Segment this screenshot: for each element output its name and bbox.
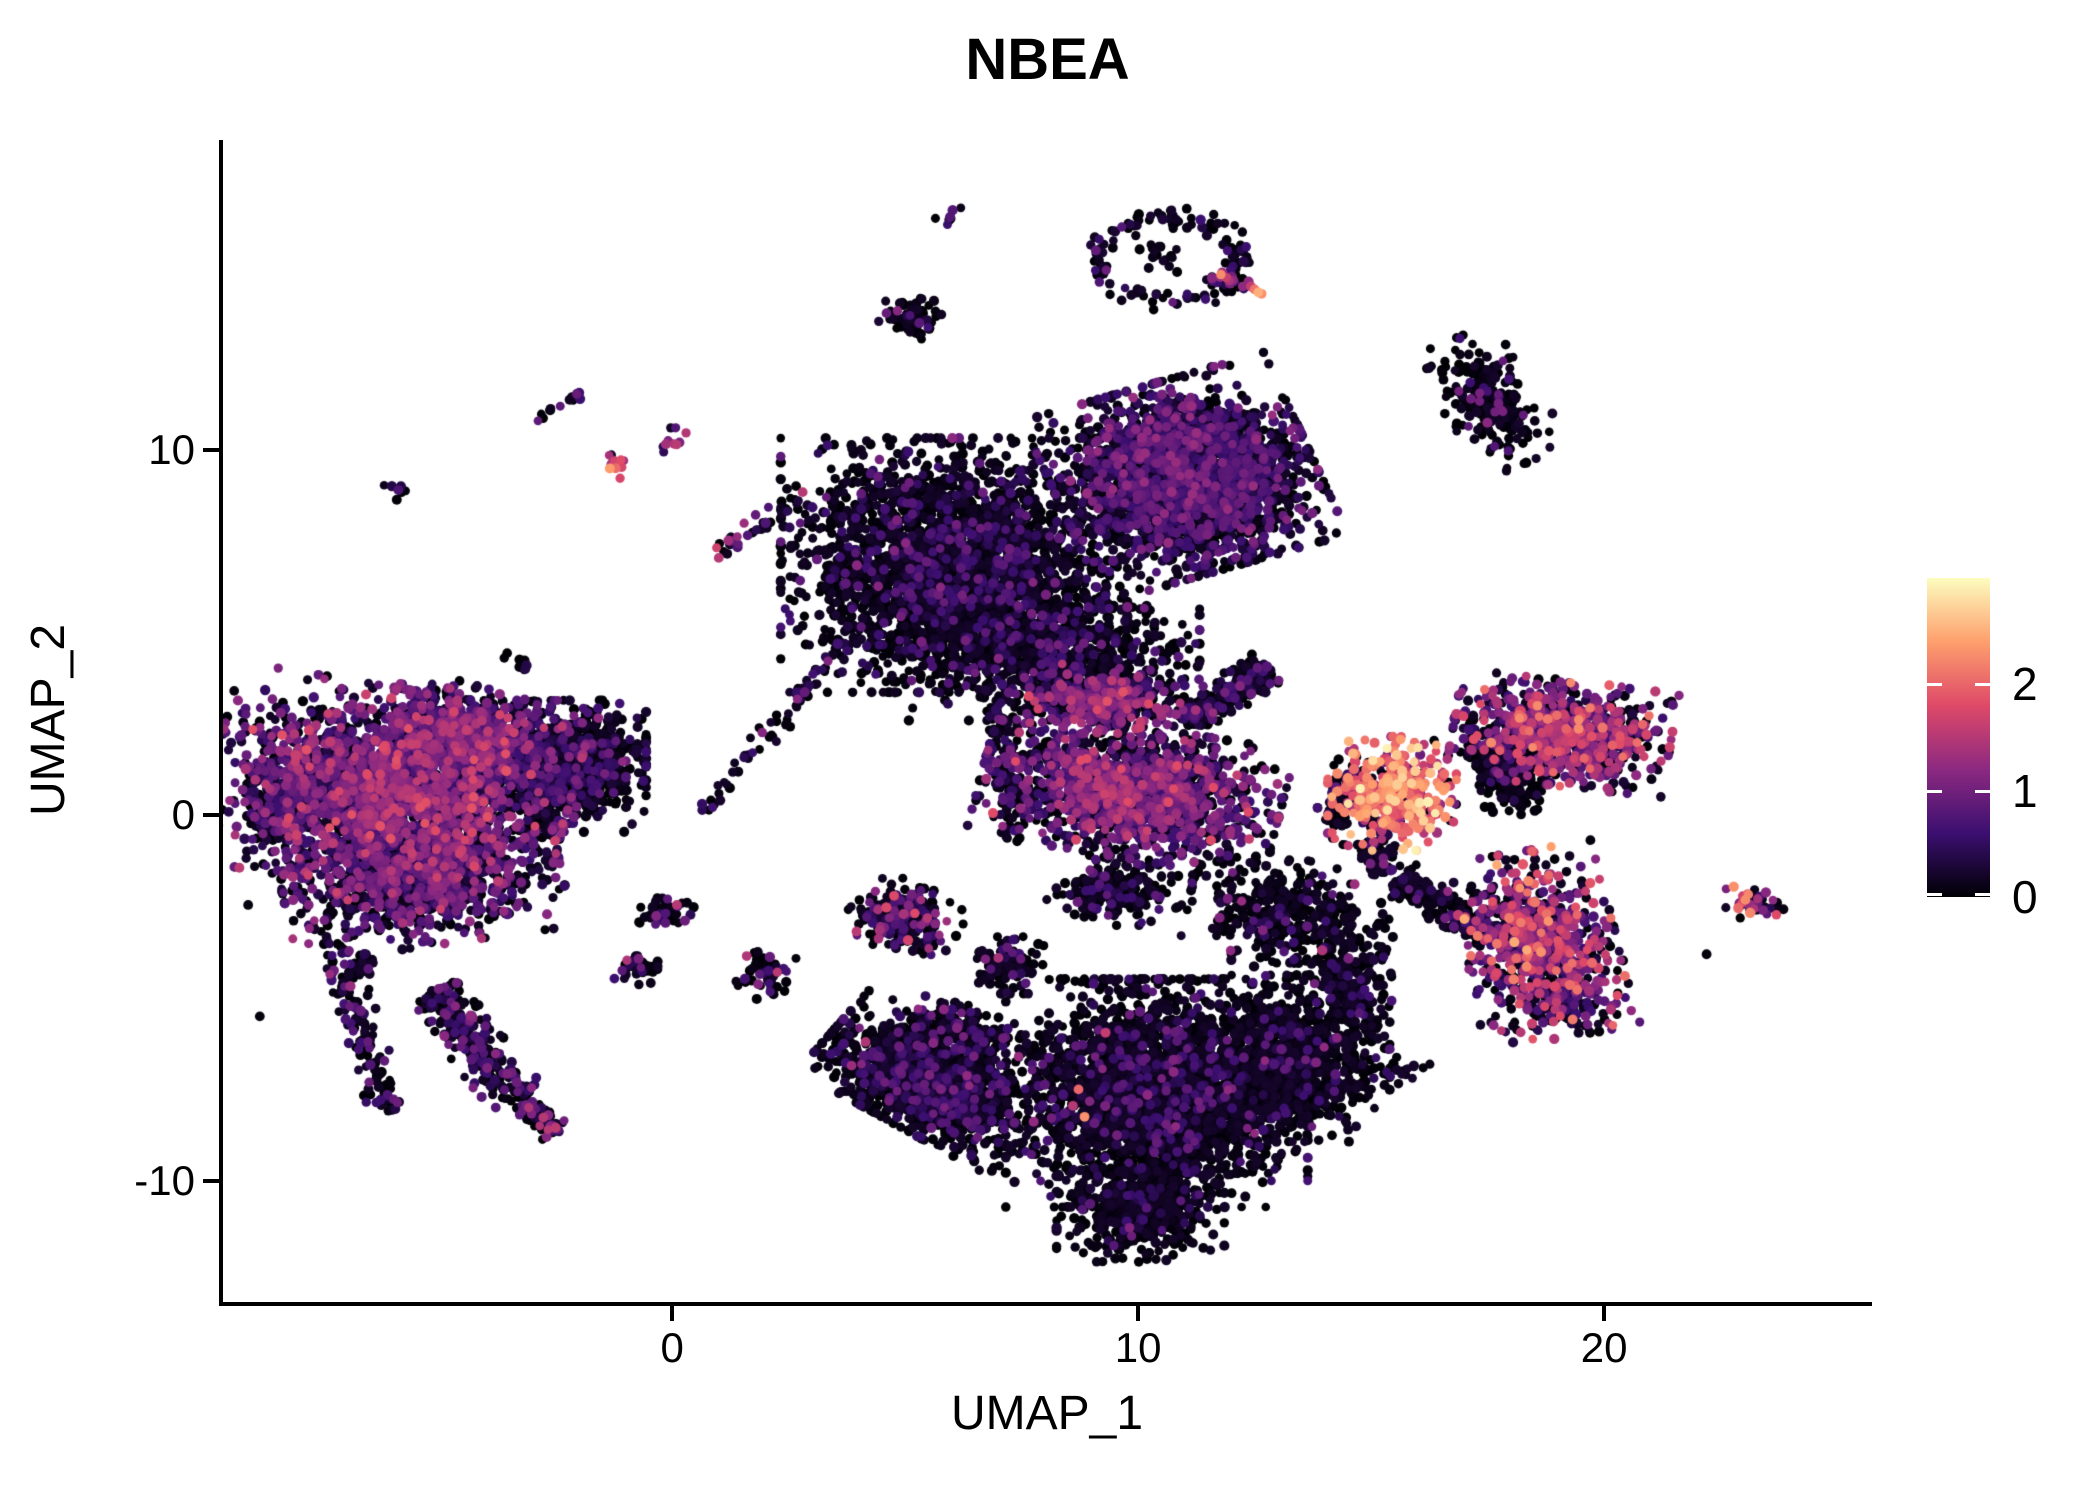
y-tick-mark bbox=[203, 448, 219, 453]
x-tick-mark bbox=[670, 1306, 675, 1321]
colorbar-gradient bbox=[1927, 578, 1990, 897]
colorbar-tick-label: 0 bbox=[2012, 871, 2038, 923]
colorbar-tick-mark bbox=[1975, 789, 1990, 793]
y-tick-mark bbox=[203, 813, 219, 818]
colorbar-tick-mark bbox=[1927, 683, 1942, 687]
plot-title: NBEA bbox=[965, 27, 1130, 92]
colorbar-tick-mark bbox=[1927, 789, 1942, 793]
x-tick-label: 10 bbox=[1114, 1324, 1162, 1371]
x-tick-label: 0 bbox=[660, 1324, 684, 1371]
colorbar-tick-label: 1 bbox=[2012, 764, 2038, 817]
x-tick-mark bbox=[1136, 1306, 1141, 1321]
colorbar-tick-mark bbox=[1975, 893, 1990, 896]
umap-scatter-canvas bbox=[223, 140, 1872, 1302]
y-tick-label: -10 bbox=[134, 1156, 195, 1204]
colorbar-tick-label: 2 bbox=[2012, 658, 2038, 711]
colorbar-tick-mark bbox=[1927, 893, 1942, 896]
y-axis-title: UMAP_2 bbox=[22, 623, 75, 817]
x-tick-label: 20 bbox=[1580, 1324, 1628, 1371]
colorbar-tick-mark bbox=[1975, 683, 1990, 687]
y-tick-label: 0 bbox=[171, 791, 195, 839]
plot-panel bbox=[219, 140, 1872, 1306]
y-tick-mark bbox=[203, 1178, 219, 1183]
x-axis-title: UMAP_1 bbox=[950, 1387, 1144, 1440]
x-tick-mark bbox=[1602, 1306, 1607, 1321]
y-tick-label: 10 bbox=[148, 426, 195, 474]
